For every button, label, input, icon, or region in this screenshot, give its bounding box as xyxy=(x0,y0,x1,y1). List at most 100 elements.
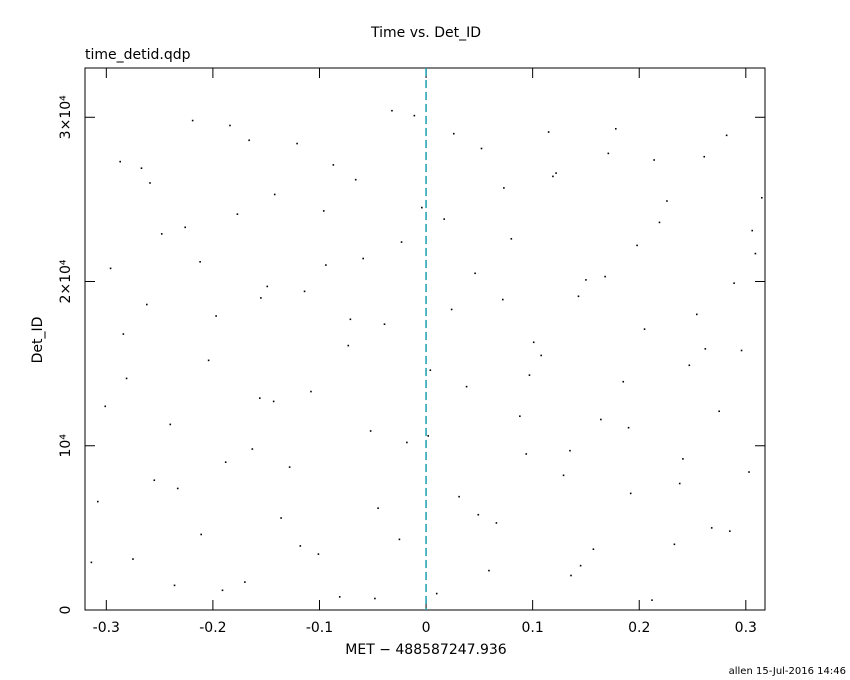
point xyxy=(725,134,728,137)
point xyxy=(477,513,480,516)
point xyxy=(525,453,528,455)
point xyxy=(592,548,595,551)
point xyxy=(207,359,210,362)
point xyxy=(429,369,432,372)
point xyxy=(303,290,306,293)
point xyxy=(299,545,302,547)
chart-title: Time vs. Det_ID xyxy=(370,25,481,41)
point xyxy=(244,581,246,583)
point xyxy=(658,221,661,224)
point xyxy=(761,196,763,199)
point xyxy=(450,308,453,311)
x-tick-label: -0.3 xyxy=(93,620,120,636)
point xyxy=(125,377,128,380)
point xyxy=(391,109,393,112)
point xyxy=(288,466,291,468)
point xyxy=(362,257,364,260)
point xyxy=(614,127,617,130)
y-axis-label: Det_ID xyxy=(30,317,46,364)
x-tick-label: 0.3 xyxy=(735,620,757,636)
y-tick-label: 2×10⁴ xyxy=(58,259,74,303)
point xyxy=(332,164,335,166)
point xyxy=(296,142,298,145)
point xyxy=(258,397,261,399)
point xyxy=(562,474,565,477)
point xyxy=(540,354,542,357)
point xyxy=(452,132,455,135)
point xyxy=(519,415,521,417)
point xyxy=(215,315,217,317)
point xyxy=(325,264,327,266)
point xyxy=(748,471,750,473)
point xyxy=(160,233,163,235)
point xyxy=(200,533,202,536)
point xyxy=(751,229,754,232)
point xyxy=(149,182,151,184)
point xyxy=(695,313,698,316)
point xyxy=(236,213,239,215)
point xyxy=(528,374,531,376)
point xyxy=(622,380,625,383)
point xyxy=(260,297,262,299)
point xyxy=(579,564,582,567)
point xyxy=(347,344,350,347)
point xyxy=(248,139,250,142)
point xyxy=(627,426,630,429)
x-tick-label: 0 xyxy=(422,620,431,636)
point xyxy=(266,285,269,288)
y-tick-label: 3×10⁴ xyxy=(58,95,74,139)
point xyxy=(413,114,416,117)
point xyxy=(653,159,655,161)
point xyxy=(703,155,706,158)
point xyxy=(495,522,498,524)
point xyxy=(636,244,638,247)
point xyxy=(349,318,352,321)
point xyxy=(406,441,408,444)
point xyxy=(729,530,731,532)
point xyxy=(678,482,681,485)
x-tick-label: 0.2 xyxy=(628,620,650,636)
point xyxy=(122,333,125,335)
point xyxy=(153,479,156,482)
point xyxy=(488,569,490,572)
point xyxy=(510,238,513,240)
point xyxy=(310,390,312,393)
point xyxy=(629,492,632,495)
point xyxy=(374,597,376,600)
x-tick-label: -0.1 xyxy=(306,620,333,636)
point xyxy=(435,592,438,595)
point xyxy=(600,418,602,421)
point xyxy=(322,210,325,212)
chart-subtitle: time_detid.qdp xyxy=(85,47,191,63)
point xyxy=(280,517,282,519)
point xyxy=(224,461,227,463)
point xyxy=(273,193,276,196)
point xyxy=(104,405,107,408)
point xyxy=(199,261,201,263)
point xyxy=(710,527,713,529)
point xyxy=(502,298,504,301)
point xyxy=(96,500,99,503)
point xyxy=(317,553,320,555)
point xyxy=(146,303,148,306)
x-tick-label: -0.2 xyxy=(199,620,226,636)
point xyxy=(90,561,93,564)
point xyxy=(140,167,143,169)
point xyxy=(740,349,743,352)
point xyxy=(607,152,610,155)
point xyxy=(191,119,194,122)
point xyxy=(443,218,445,220)
plot-frame xyxy=(84,67,766,611)
point xyxy=(176,487,179,490)
point xyxy=(251,448,254,450)
point xyxy=(555,172,557,174)
point xyxy=(604,275,606,278)
point xyxy=(421,206,423,209)
x-tick-label: 0.1 xyxy=(522,620,544,636)
point xyxy=(666,200,668,202)
point xyxy=(643,328,646,330)
point xyxy=(427,435,429,437)
point xyxy=(132,558,134,560)
point xyxy=(733,282,735,284)
